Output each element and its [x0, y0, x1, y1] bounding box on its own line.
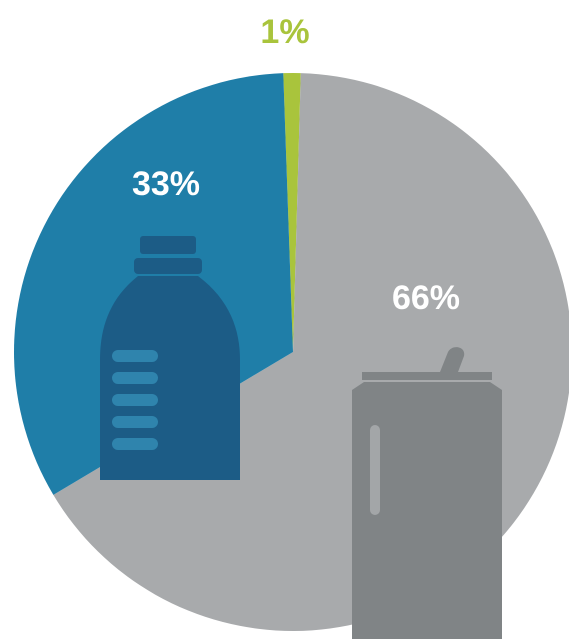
can-icon: [352, 347, 502, 639]
bottle-icon: [100, 236, 240, 480]
labels: 1% 66% 33%: [132, 13, 460, 317]
pie-slice: [283, 73, 301, 352]
slice-label: 66%: [392, 279, 460, 317]
slice-label: 1%: [260, 13, 309, 51]
slice-label: 33%: [132, 165, 200, 203]
bottle-ridges: [112, 350, 158, 450]
